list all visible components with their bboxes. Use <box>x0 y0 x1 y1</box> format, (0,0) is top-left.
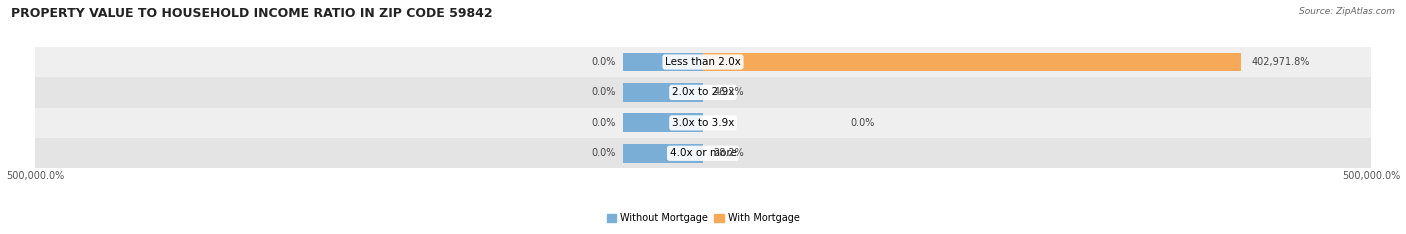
Text: 46.2%: 46.2% <box>713 88 744 97</box>
Text: 4.0x or more: 4.0x or more <box>669 148 737 158</box>
Bar <box>35 138 1371 168</box>
Text: 0.0%: 0.0% <box>592 88 616 97</box>
Text: 0.0%: 0.0% <box>592 148 616 158</box>
Bar <box>623 144 703 163</box>
Text: Less than 2.0x: Less than 2.0x <box>665 57 741 67</box>
Bar <box>35 108 1371 138</box>
Bar <box>703 53 1241 71</box>
Bar <box>623 83 703 102</box>
Bar <box>35 77 1371 108</box>
Text: 0.0%: 0.0% <box>849 118 875 128</box>
Text: PROPERTY VALUE TO HOUSEHOLD INCOME RATIO IN ZIP CODE 59842: PROPERTY VALUE TO HOUSEHOLD INCOME RATIO… <box>11 7 494 20</box>
Text: 0.0%: 0.0% <box>592 57 616 67</box>
Legend: Without Mortgage, With Mortgage: Without Mortgage, With Mortgage <box>603 209 803 227</box>
Bar <box>35 47 1371 77</box>
Text: 0.0%: 0.0% <box>592 118 616 128</box>
Bar <box>623 113 703 132</box>
Bar <box>623 53 703 71</box>
Text: 402,971.8%: 402,971.8% <box>1251 57 1309 67</box>
Text: Source: ZipAtlas.com: Source: ZipAtlas.com <box>1299 7 1395 16</box>
Text: 3.0x to 3.9x: 3.0x to 3.9x <box>672 118 734 128</box>
Text: 2.0x to 2.9x: 2.0x to 2.9x <box>672 88 734 97</box>
Text: 28.2%: 28.2% <box>713 148 744 158</box>
